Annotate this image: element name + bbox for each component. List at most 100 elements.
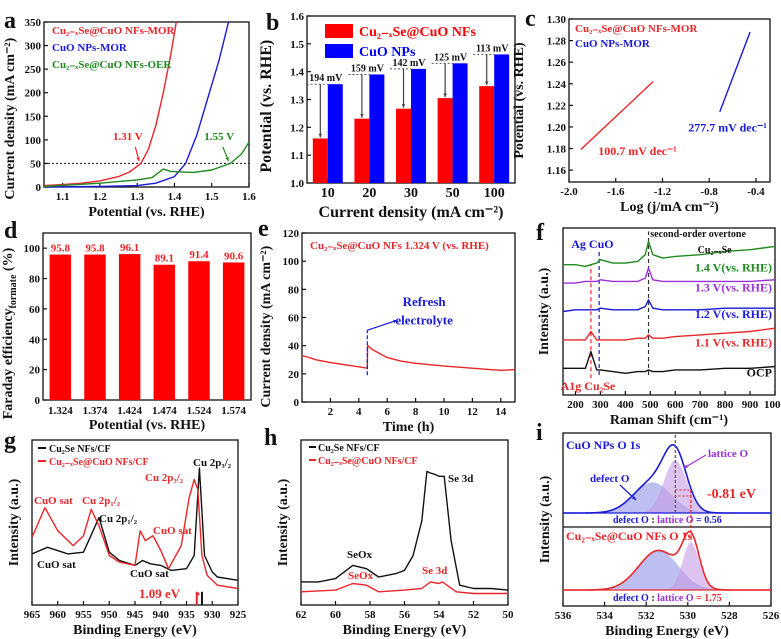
y-tick-label: 40	[29, 334, 41, 346]
x-tick-label: 58	[365, 609, 377, 621]
y-axis-label-part: formate	[8, 274, 19, 308]
ratio-value: = 0.56	[694, 515, 722, 526]
difference-arrow-head	[318, 133, 323, 138]
refresh-arrow	[367, 319, 398, 331]
ratio-part: defect O	[613, 593, 649, 604]
trace-label: OCP	[747, 366, 772, 380]
legend-entry: Cu₂₋ₓSe@CuO NFs/CF	[49, 457, 149, 468]
x-tick-label: 1.5	[205, 191, 219, 203]
x-tick-label: 4	[356, 406, 362, 418]
component-lattice	[563, 460, 771, 513]
x-axis-label: Binding Energy (eV)	[343, 623, 467, 638]
x-tick-label: 600	[667, 399, 684, 411]
ratio-label: defect O : lattice O = 0.56	[613, 515, 722, 526]
y-axis-label: Intensity (a.u.)	[7, 478, 22, 566]
y-tick-label: 100	[25, 135, 42, 147]
annotation-arrow-head	[632, 496, 636, 500]
bar-value-label: 91.4	[189, 249, 209, 261]
x-tick-label: 52	[468, 609, 480, 621]
y-tick-label: 1.16	[547, 165, 567, 177]
legend-entry: Cu₂₋ₓSe@CuO NFs-OER	[52, 59, 172, 71]
plot-frame	[43, 21, 250, 188]
panel-f: f 200 300 400 500 600 700 800 900 1000 Raman Shift…	[536, 220, 781, 428]
y-tick-label: 80	[29, 274, 41, 286]
panel-letter: a	[4, 8, 16, 34]
trace-label: 1.1 V(vs. RHE)	[695, 336, 772, 350]
x-tick-label: 1.6	[242, 191, 256, 203]
slope-label: 277.7 mV dec⁻¹	[688, 120, 767, 134]
series-line-a-2	[43, 141, 250, 188]
annotation-arrow-head	[136, 157, 140, 162]
x-tick-label: 1.524	[187, 405, 212, 417]
series-line-f-2	[562, 299, 775, 313]
x-tick-label: 6	[384, 406, 390, 418]
x-tick-label: 950	[101, 609, 118, 621]
y-axis-label: Current density (mA cm⁻²)	[259, 245, 274, 407]
x-tick-label: 1.1	[56, 191, 70, 203]
y-axis-label: Current density (mA cm⁻²)	[3, 37, 18, 199]
peak-label: Cu 2p₁/₂	[99, 513, 138, 525]
series-line-h-0	[301, 470, 509, 591]
annotation: A1g Cu₂Se	[561, 379, 616, 393]
panel-letter: h	[264, 425, 277, 451]
annotation: Cu₂₋ₓSe	[698, 245, 732, 256]
peak-label: Se 3d	[448, 473, 473, 485]
y-tick-label: 300	[25, 41, 42, 53]
difference-arrow-head	[360, 114, 364, 118]
difference-arrow-head	[484, 81, 489, 86]
bar	[479, 86, 495, 183]
legend-entry: Cu₂₋ₓSe@CuO NFs/CF	[318, 456, 418, 467]
x-tick-label: 20	[362, 186, 376, 201]
y-tick-label: 1.6	[290, 11, 304, 23]
x-tick-label: -0.4	[747, 186, 765, 198]
y-tick-label: 0	[294, 397, 300, 409]
x-tick-label: 530	[680, 610, 697, 622]
difference-label: 125 mV	[434, 52, 468, 63]
x-tick-label: 30	[404, 186, 418, 201]
ratio-label: defect O : lattice O = 1.75	[613, 593, 722, 604]
x-tick-label: 955	[75, 609, 92, 621]
subplot-title: CuO NPs O 1s	[566, 438, 641, 452]
bar	[494, 54, 510, 183]
x-tick-label: 1000	[764, 399, 781, 411]
x-tick-label: 10	[439, 406, 451, 418]
panel-e: e 2 4 6 8 10 12 14 0 20 40 60 80 100 120 Time (h) Curren…	[258, 216, 516, 435]
y-tick-label: 20	[29, 365, 41, 377]
y-tick-label: 1.2	[290, 122, 304, 134]
x-tick-label: 100	[484, 186, 505, 201]
x-tick-label: -2.0	[560, 186, 578, 198]
panel-c: c -2.0 -1.6 -1.2 -0.8 -0.4 1.16 1.18 1.20 1.22 1.2…	[512, 6, 771, 215]
peak-label: CuO sat	[153, 525, 192, 537]
panel-letter: d	[4, 218, 18, 244]
y-tick-label: 1.5	[290, 39, 304, 51]
y-axis-label: Potential (vs. RHE)	[258, 40, 275, 173]
refresh-arrow-head	[393, 319, 398, 324]
x-axis-label: Binding Energy (eV)	[605, 624, 729, 639]
y-tick-label: 60	[288, 313, 300, 325]
legend-swatch	[325, 24, 353, 38]
x-tick-label: 1.424	[117, 405, 142, 417]
y-axis-label: Intensity (a.u.)	[537, 267, 552, 355]
x-tick-label: 935	[178, 609, 195, 621]
x-axis-label: Binding Energy (eV)	[73, 623, 197, 638]
x-tick-label: 12	[467, 406, 479, 418]
legend-entry: Cu₂Se NFs/CF	[318, 443, 380, 454]
bar-value-label: 95.8	[85, 243, 105, 255]
ratio-part: :	[649, 515, 657, 526]
component-defect	[563, 550, 771, 590]
legend-swatch	[325, 44, 353, 58]
y-tick-label: 120	[283, 228, 300, 240]
panel-letter: i	[536, 420, 543, 446]
annotation-arrow	[619, 484, 637, 501]
legend-entry: Cu₂₋ₓSe@CuO NFs	[359, 25, 476, 40]
panel-letter: b	[266, 10, 279, 36]
x-tick-label: 536	[555, 610, 572, 622]
annotation-arrow	[683, 454, 707, 469]
x-tick-label: -1.2	[654, 186, 672, 198]
series-line-f-3	[563, 267, 776, 284]
ratio-part: lattice O	[657, 593, 694, 604]
x-axis-label: Potential (vs. RHE)	[88, 205, 205, 220]
slope-label: 100.7 mV dec⁻¹	[598, 144, 677, 158]
